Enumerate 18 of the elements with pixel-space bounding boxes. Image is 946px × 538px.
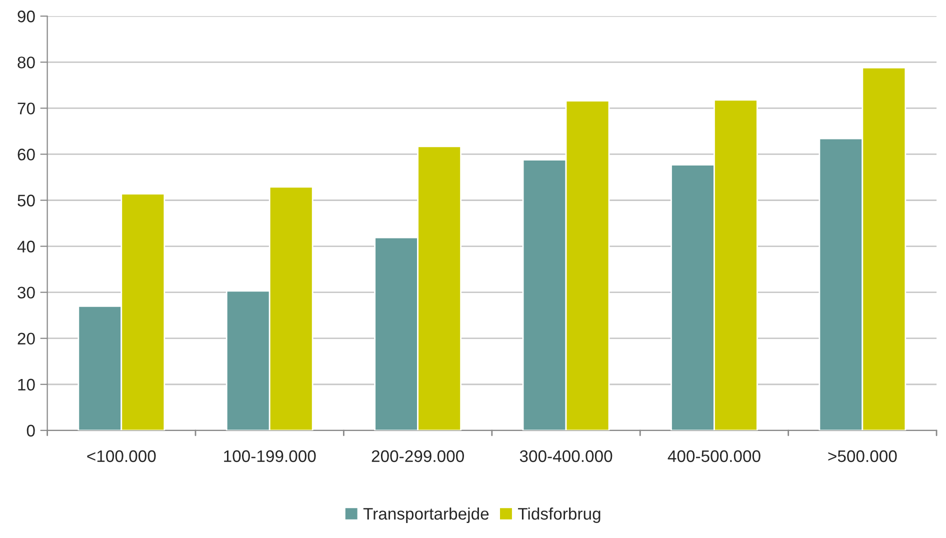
x-tick-label: >500.000	[828, 450, 897, 462]
y-tick-label: 50	[18, 194, 35, 206]
x-tick-label: 400-500.000	[668, 450, 760, 462]
x-tick-label: 200-299.000	[372, 450, 464, 462]
x-tick-label: 300-400.000	[520, 450, 612, 462]
y-tick-label: 30	[18, 286, 35, 299]
y-tick-label: 80	[18, 56, 35, 68]
x-tick-label: <100.000	[87, 450, 156, 462]
y-tick-label: 0	[26, 424, 35, 437]
legend-label: Tidsforbrug	[518, 507, 600, 523]
legend-label: Transportarbejde	[363, 507, 489, 523]
y-tick-label: 10	[18, 378, 35, 391]
x-tick-label: 100-199.000	[224, 450, 316, 462]
y-tick-label: 60	[18, 148, 35, 160]
y-tick-label: 70	[18, 102, 35, 114]
y-tick-label: 20	[18, 332, 35, 345]
y-tick-label: 40	[17, 240, 35, 252]
y-tick-label: 90	[18, 10, 35, 22]
